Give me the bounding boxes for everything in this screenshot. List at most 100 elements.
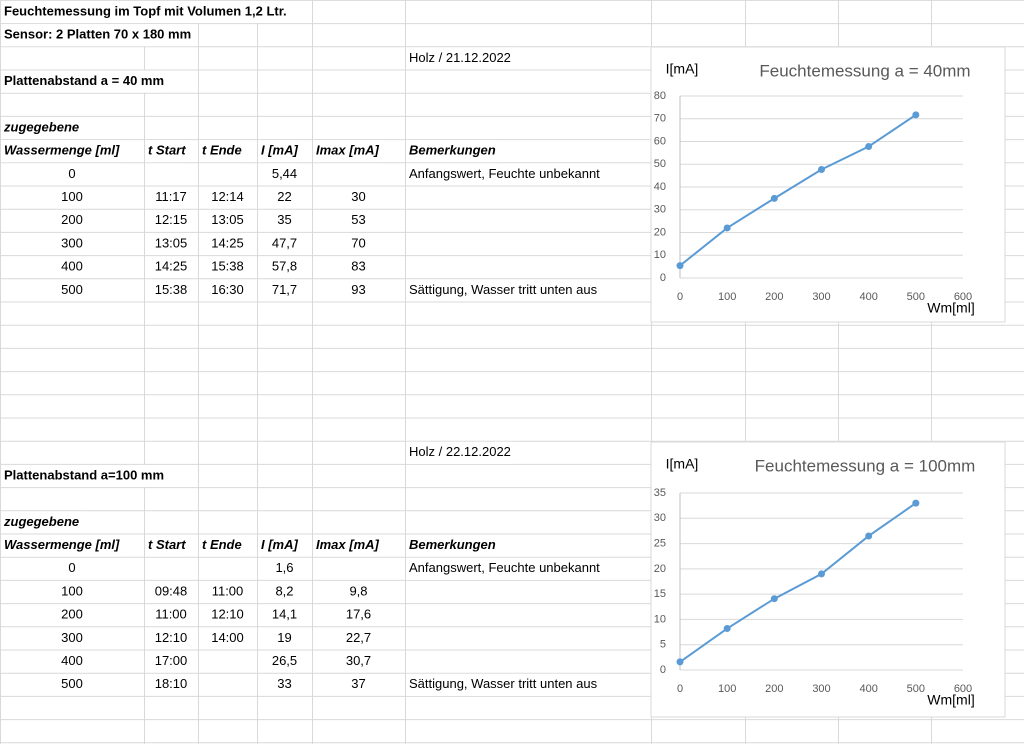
cell-text: zugegebene [3,514,79,529]
data-point [676,658,684,666]
cell-text: 5,44 [272,166,297,181]
cell-text: 14:25 [155,259,188,274]
y-tick-label: 20 [654,563,666,575]
cell-text: Sättigung, Wasser tritt unten aus [409,282,598,297]
cell-text: 17,6 [346,607,371,622]
y-tick-label: 60 [654,135,666,147]
chart-title: Feuchtemessung a = 40mm [759,61,970,80]
cell-bg [406,534,499,557]
cell-bg [406,163,603,186]
y-tick-label: 30 [654,512,666,524]
cell-bg [406,557,603,580]
data-line [679,502,917,663]
data-point [818,570,825,578]
cell-bg [199,534,245,557]
cell-text: Sättigung, Wasser tritt unten aus [409,676,598,691]
cell-text: 13:05 [211,212,244,227]
cell-text: Feuchtemessung im Topf mit Volumen 1,2 L… [4,3,287,18]
cell-text: 100 [61,189,83,204]
y-axis-label: I[mA] [666,456,699,472]
cell-bg [1,70,168,93]
cell-text: 500 [61,676,83,691]
y-tick-label: 0 [660,272,666,284]
x-tick-label: 400 [859,291,877,303]
cell-bg [258,534,301,557]
data-point [865,143,873,151]
cell-text: Anfangswert, Feuchte unbekannt [409,166,600,181]
data-point [723,224,731,232]
chart: Feuchtemessung a = 100mm I[mA] Wm[ml] 0 5 10 1… [650,441,1006,718]
cell-text: 12:10 [211,607,244,622]
cell-text: 53 [351,212,365,227]
cell-text: t Ende [202,143,242,158]
chart-area [650,46,1006,323]
cell-bg [406,279,601,302]
data-point [723,625,731,633]
y-tick-label: 30 [654,204,666,216]
cell-text: 14:25 [211,235,244,250]
cell-text: Bemerkungen [409,537,496,552]
y-tick-label: 10 [654,613,666,625]
y-tick-label: 10 [654,249,666,261]
cell-text: 30 [351,189,365,204]
cell-text: 200 [61,212,83,227]
cell-text: Imax [mA] [316,143,380,158]
cell-bg [145,140,189,163]
cell-text: Sensor: 2 Platten 70 x 180 mm [4,27,191,42]
cell-text: 0 [68,560,75,575]
data-point [770,595,778,603]
cell-text: 47,7 [272,235,297,250]
chart-title: Feuchtemessung a = 100mm [755,456,976,475]
cell-text: I [mA] [261,143,299,158]
x-axis-label: Wm[ml] [927,692,974,708]
cell-text: 14,1 [272,607,297,622]
chart: Feuchtemessung a = 40mm I[mA] Wm[ml] 0 10 20 3… [650,46,1006,323]
cell-text: t Start [148,143,186,158]
cell-bg [145,534,189,557]
cell-bg [1,140,123,163]
data-point [865,532,873,540]
cell-text: 30,7 [346,653,371,668]
x-tick-label: 300 [812,291,830,303]
cell-text: t Start [148,537,186,552]
cell-text: Anfangswert, Feuchte unbekannt [409,560,600,575]
cell-text: Wassermenge [ml] [4,143,120,158]
cell-text: 100 [61,583,83,598]
cell-text: Bemerkungen [409,143,496,158]
cell-text: 71,7 [272,282,297,297]
x-tick-label: 600 [954,291,972,303]
cell-text: Plattenabstand a = 40 mm [4,73,164,88]
cell-bg [258,140,301,163]
x-tick-label: 500 [907,291,925,303]
cell-text: 11:00 [212,583,244,598]
data-line [679,114,917,267]
chart-area [650,441,1006,718]
x-tick-label: 0 [677,291,683,303]
cell-text: 16:30 [211,282,244,297]
cell-bg [313,140,382,163]
cell-text: 9,8 [349,583,367,598]
cell-text: 93 [351,282,365,297]
cell-text: Plattenabstand a=100 mm [4,467,164,482]
cell-bg [406,140,499,163]
cell-text: 12:15 [155,212,188,227]
cell-text: 8,2 [275,583,293,598]
cell-text: 12:10 [155,630,188,645]
cell-text: Holz / 21.12.2022 [409,50,511,65]
cell-text: 1,6 [275,560,293,575]
cell-text: 12:14 [211,189,244,204]
cell-text: 22,7 [346,630,371,645]
cell-text: I [mA] [261,537,299,552]
cell-text: 13:05 [155,235,188,250]
cell-bg [313,534,382,557]
cell-text: 400 [61,653,83,668]
cell-text: 22 [277,189,291,204]
y-axis-label: I[mA] [666,61,699,77]
cell-text: 15:38 [211,259,244,274]
cell-text: t Ende [202,537,242,552]
x-tick-label: 500 [907,683,925,695]
cell-bg [1,511,83,534]
cell-text: 15:38 [155,282,188,297]
x-tick-label: 200 [765,683,783,695]
